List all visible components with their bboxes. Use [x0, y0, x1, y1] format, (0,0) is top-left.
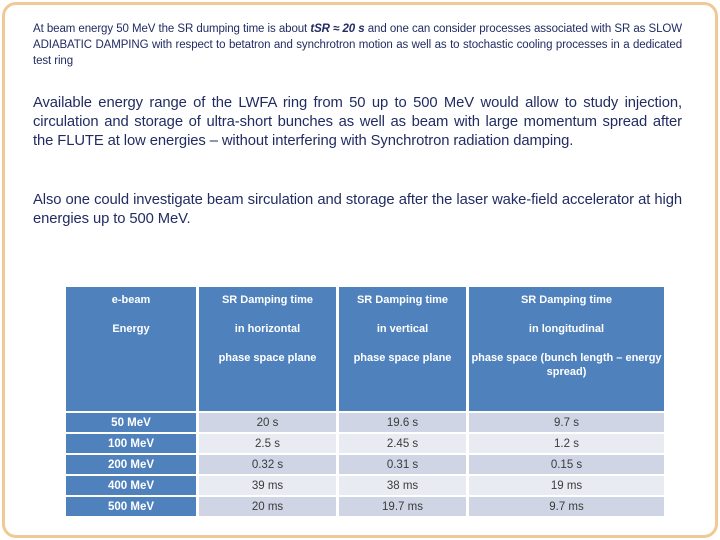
longitudinal-value: 0.15 s: [469, 455, 664, 474]
header-line: SR Damping time: [221, 294, 314, 306]
header-line: in vertical: [376, 323, 429, 336]
vertical-value: 38 ms: [339, 476, 466, 495]
header-line: phase space plane: [353, 352, 452, 365]
header-line: Energy: [112, 323, 150, 336]
horizontal-value: 2.5 s: [199, 434, 336, 453]
longitudinal-value: 9.7 s: [469, 413, 664, 432]
header-cell-longitudinal: SR Damping time in longitudinal phase sp…: [469, 287, 664, 411]
vertical-value: 19.7 ms: [339, 497, 466, 516]
header-line: e-beam: [111, 294, 151, 306]
header-line: SR Damping time: [520, 294, 613, 306]
energy-label: 500 MeV: [66, 497, 196, 516]
table-row-50mev: 50 MeV 20 s 19.6 s 9.7 s: [66, 413, 664, 432]
energy-label: 200 MeV: [66, 455, 196, 474]
header-line: in horizontal: [234, 323, 301, 336]
energy-label: 50 MeV: [66, 413, 196, 432]
header-line: phase space plane: [218, 352, 317, 365]
paragraph-1-prefix: At beam energy 50 MeV the SR dumping tim…: [33, 23, 311, 35]
header-line: phase space (bunch length – energy sprea…: [471, 352, 662, 378]
header-line: SR Damping time: [356, 294, 449, 306]
header-cell-ebeam-energy: e-beam Energy: [66, 287, 196, 411]
table-row-400mev: 400 MeV 39 ms 38 ms 19 ms: [66, 476, 664, 495]
header-line: in longitudinal: [528, 323, 605, 336]
longitudinal-value: 1.2 s: [469, 434, 664, 453]
vertical-value: 0.31 s: [339, 455, 466, 474]
paragraph-sr-damping-intro: At beam energy 50 MeV the SR dumping tim…: [33, 22, 682, 70]
paragraph-energy-range: Available energy range of the LWFA ring …: [33, 95, 682, 149]
vertical-value: 19.6 s: [339, 413, 466, 432]
table-header-row: e-beam Energy SR Damping time in horizon…: [66, 287, 664, 411]
horizontal-value: 20 ms: [199, 497, 336, 516]
header-cell-horizontal: SR Damping time in horizontal phase spac…: [199, 287, 336, 411]
longitudinal-value: 9.7 ms: [469, 497, 664, 516]
table-row-100mev: 100 MeV 2.5 s 2.45 s 1.2 s: [66, 434, 664, 453]
table-row-200mev: 200 MeV 0.32 s 0.31 s 0.15 s: [66, 455, 664, 474]
horizontal-value: 39 ms: [199, 476, 336, 495]
header-cell-vertical: SR Damping time in vertical phase space …: [339, 287, 466, 411]
energy-label: 100 MeV: [66, 434, 196, 453]
horizontal-value: 0.32 s: [199, 455, 336, 474]
paragraph-1-formula: tSR ≈ 20 s: [310, 23, 365, 35]
paragraph-investigation: Also one could investigate beam sirculat…: [33, 192, 682, 227]
horizontal-value: 20 s: [199, 413, 336, 432]
table-row-500mev: 500 MeV 20 ms 19.7 ms 9.7 ms: [66, 497, 664, 516]
energy-label: 400 MeV: [66, 476, 196, 495]
longitudinal-value: 19 ms: [469, 476, 664, 495]
paragraph-1-suffix: and one can consider processes associate…: [33, 23, 682, 67]
sr-damping-table: e-beam Energy SR Damping time in horizon…: [63, 285, 667, 518]
vertical-value: 2.45 s: [339, 434, 466, 453]
